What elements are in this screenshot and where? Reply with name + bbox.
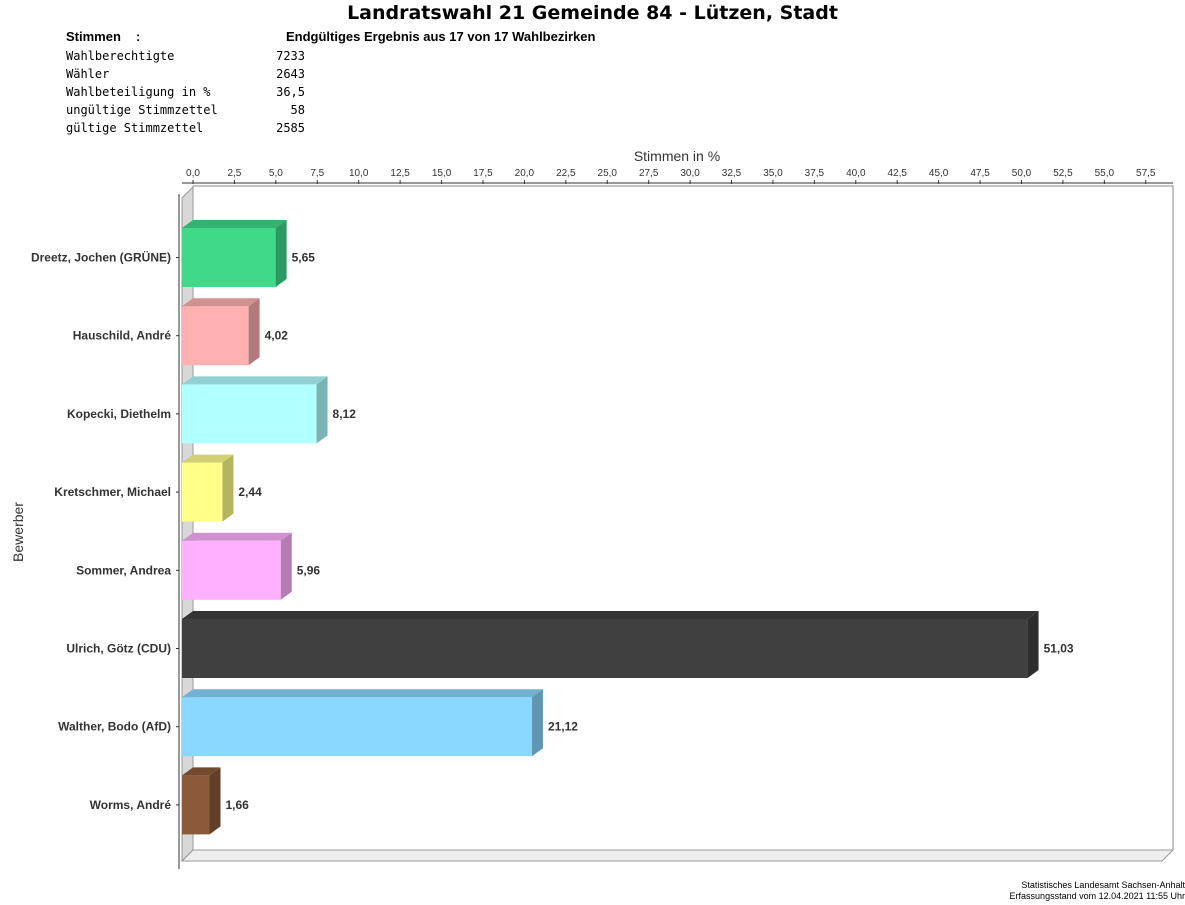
bar-top-face [182, 298, 260, 307]
category-label: Kopecki, Diethelm [67, 407, 171, 421]
bar-side-face [531, 689, 543, 757]
bar [182, 462, 223, 522]
stat-row-turnout: Wahlbeteiligung in % 36,5 [66, 85, 316, 103]
stat-value: 58 [290, 103, 305, 117]
category-label: Worms, André [90, 798, 172, 812]
x-tick-label: 50,0 [1012, 168, 1032, 179]
category-label: Ulrich, Götz (CDU) [66, 642, 171, 656]
bars-layer: 5,65 Dreetz, Jochen (GRÜNE) 4,02 Hauschild,… [31, 220, 1074, 835]
bar-top-face [182, 767, 221, 776]
x-tick-label: 32,5 [722, 168, 742, 179]
category-label: Kretschmer, Michael [54, 485, 171, 499]
bar-side-face [275, 220, 287, 287]
stat-value: 7233 [276, 49, 305, 63]
stat-label: ungültige Stimmzettel [66, 103, 218, 117]
x-tick-label: 25,0 [598, 168, 618, 179]
stat-row-invalid: ungültige Stimmzettel 58 [66, 103, 316, 121]
stat-label: Wahlbeteiligung in % [66, 85, 211, 99]
bar [182, 697, 532, 757]
x-tick-label: 47,5 [970, 168, 990, 179]
x-tick-label: 7,5 [310, 168, 324, 179]
x-tick-label: 5,0 [269, 168, 283, 179]
category-label: Hauschild, André [73, 329, 172, 343]
stat-value: 2585 [276, 121, 305, 135]
stat-label: Wähler [66, 67, 110, 81]
bar-value-label: 5,96 [297, 563, 321, 577]
category-label: Dreetz, Jochen (GRÜNE) [31, 250, 171, 265]
stat-row-voters: Wähler 2643 [66, 67, 316, 85]
bar-top-face [182, 376, 328, 385]
bar-side-face [280, 532, 292, 600]
x-tick-label: 42,5 [887, 168, 907, 179]
x-tick-label: 40,0 [846, 168, 866, 179]
x-tick-label: 45,0 [929, 168, 949, 179]
category-label: Walther, Bodo (AfD) [58, 720, 171, 734]
bar-top-face [182, 532, 292, 541]
footer: Statistisches Landesamt Sachsen-Anhalt E… [1010, 880, 1185, 902]
bar-value-label: 21,12 [548, 720, 578, 734]
stat-label: gültige Stimmzettel [66, 121, 204, 135]
x-axis-title: Stimmen in % [634, 148, 720, 164]
bar [182, 228, 276, 287]
x-tick-label: 22,5 [556, 168, 576, 179]
stat-value: 36,5 [276, 85, 305, 99]
bar [182, 384, 317, 444]
x-tick-label: 12,5 [390, 168, 410, 179]
plot-floor [180, 849, 1175, 862]
bar-value-label: 4,02 [265, 329, 289, 343]
x-tick-label: 15,0 [432, 168, 452, 179]
x-tick-label: 10,0 [349, 168, 369, 179]
bar-value-label: 5,65 [292, 251, 316, 265]
bar [182, 775, 210, 835]
bar-side-face [209, 767, 221, 835]
bar-side-face [248, 298, 260, 366]
bar-side-face [222, 454, 234, 522]
stat-row-valid: gültige Stimmzettel 2585 [66, 121, 316, 139]
bar-value-label: 51,03 [1044, 642, 1074, 656]
x-tick-label: 55,0 [1095, 168, 1115, 179]
stat-label: Wahlberechtigte [66, 49, 175, 63]
bar-side-face [316, 376, 328, 444]
footer-timestamp: Erfassungsstand vom 12.04.2021 11:55 Uhr [1009, 891, 1185, 901]
stats-table: Wahlberechtigte 7233 Wähler 2643 Wahlbet… [66, 49, 316, 139]
bar-value-label: 2,44 [238, 485, 262, 499]
x-tick-label: 2,5 [227, 168, 241, 179]
bar [182, 540, 281, 600]
stimmen-label: Stimmen [66, 29, 121, 44]
bar-side-face [1027, 611, 1039, 678]
x-tick-label: 57,5 [1136, 168, 1156, 179]
bar-value-label: 8,12 [333, 407, 357, 421]
y-axis-title: Bewerber [10, 502, 26, 562]
plot-left-wall [181, 185, 194, 863]
bar-value-label: 1,66 [226, 798, 250, 812]
x-tick-label: 52,5 [1053, 168, 1073, 179]
x-tick-label: 17,5 [473, 168, 493, 179]
x-tick-label: 0,0 [186, 168, 200, 179]
x-tick-label: 37,5 [805, 168, 825, 179]
bar [182, 306, 249, 366]
footer-source: Statistisches Landesamt Sachsen-Anhalt [1021, 880, 1185, 890]
x-tick-label: 30,0 [680, 168, 700, 179]
bar-top-face [182, 454, 234, 463]
bar [182, 619, 1028, 678]
x-tick-label: 35,0 [763, 168, 783, 179]
axis-layer: 0,0 2,5 5,0 7,5 10,0 12,5 15,0 17,5 20,0 22,5 25,0… [178, 168, 1175, 869]
bar-top-face [182, 689, 543, 698]
bar-top-face [182, 220, 287, 228]
x-tick-label: 20,0 [515, 168, 535, 179]
x-tick-label: 27,5 [639, 168, 659, 179]
category-label: Sommer, Andrea [76, 563, 171, 577]
result-status: Endgültiges Ergebnis aus 17 von 17 Wahlb… [286, 29, 596, 44]
stimmen-colon: : [136, 29, 141, 44]
stat-row-eligible: Wahlberechtigte 7233 [66, 49, 316, 67]
stat-value: 2643 [276, 67, 305, 81]
bar-top-face [182, 611, 1039, 619]
page-title: Landratswahl 21 Gemeinde 84 - Lützen, St… [347, 2, 838, 24]
